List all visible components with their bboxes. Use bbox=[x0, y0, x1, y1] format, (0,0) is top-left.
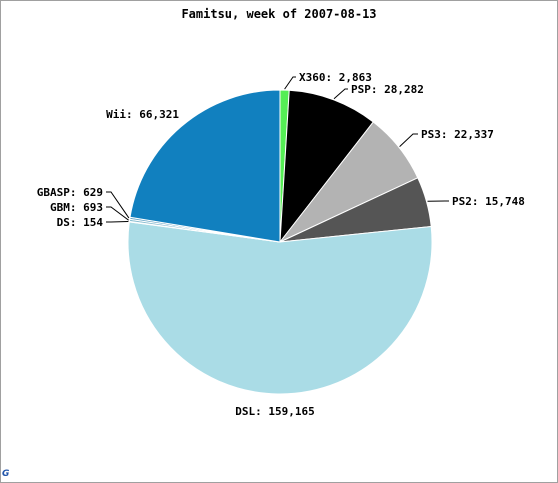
slice-label-x360: X360: 2,863 bbox=[299, 71, 372, 84]
leader-lines bbox=[106, 76, 449, 223]
leader-line-ps3 bbox=[399, 133, 418, 147]
pie-slice-dsl bbox=[127, 221, 433, 395]
slice-label-gbm: GBM: 693 bbox=[50, 201, 103, 214]
leader-line-x360 bbox=[284, 76, 296, 90]
corner-logo-icon: G bbox=[2, 469, 10, 479]
chart-title: Famitsu, week of 2007-08-13 bbox=[181, 7, 376, 21]
slice-label-ps2: PS2: 15,748 bbox=[452, 195, 525, 208]
slice-label-ps3: PS3: 22,337 bbox=[421, 128, 494, 141]
slice-label-gbasp: GBASP: 629 bbox=[37, 186, 103, 199]
leader-line-gbasp bbox=[106, 191, 130, 219]
leader-line-gbm bbox=[106, 206, 129, 221]
slice-label-ds: DS: 154 bbox=[57, 216, 104, 229]
pie-slices bbox=[127, 89, 433, 395]
slice-label-dsl: DSL: 159,165 bbox=[235, 405, 314, 418]
slice-label-wii: Wii: 66,321 bbox=[106, 108, 179, 121]
leader-line-psp bbox=[333, 88, 348, 100]
leader-line-ds bbox=[106, 221, 129, 223]
pie-slice-psp bbox=[279, 89, 374, 244]
slice-label-psp: PSP: 28,282 bbox=[351, 83, 424, 96]
pie-slice-wii bbox=[129, 89, 281, 243]
